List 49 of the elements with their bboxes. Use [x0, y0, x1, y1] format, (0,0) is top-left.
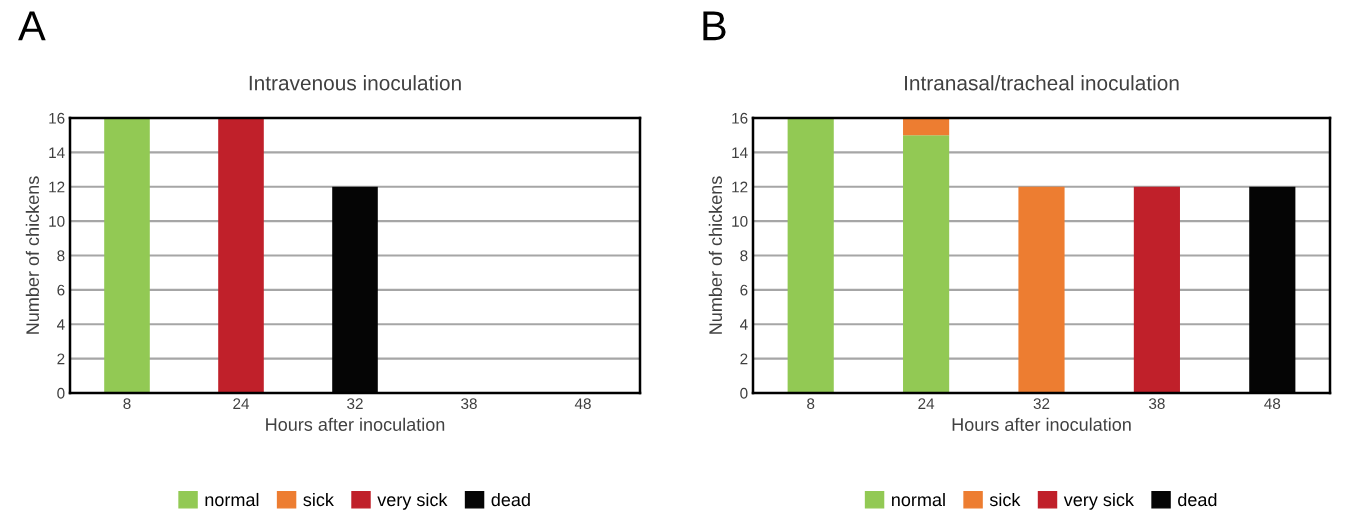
legend-label: dead [1178, 492, 1217, 507]
x-tick-label: 24 [233, 398, 250, 409]
x-tick-label: 8 [807, 398, 815, 410]
legend-label: sick [989, 492, 1021, 507]
x-axis-title: Hours after inoculation [266, 417, 445, 431]
x-tick-label: 48 [574, 398, 591, 410]
y-tick-label: 0 [57, 387, 65, 399]
y-tick-label: 2 [740, 353, 748, 365]
y-tick-label: 14 [732, 147, 748, 158]
y-tick-label: 6 [57, 284, 65, 296]
x-tick-label: 48 [1264, 398, 1281, 410]
bar [903, 118, 950, 136]
x-tick-label: 32 [1033, 398, 1050, 410]
y-tick-label: 12 [732, 181, 748, 193]
x-tick-label: 38 [461, 398, 477, 410]
y-tick-label: 12 [49, 181, 65, 193]
y-tick-label: 6 [740, 284, 748, 296]
x-tick-label: 38 [1148, 398, 1165, 410]
y-tick-label: 8 [57, 250, 65, 262]
y-tick-label: 8 [740, 250, 748, 262]
y-tick-label: 10 [49, 215, 65, 227]
legend-label: very sick [377, 492, 448, 510]
bar [787, 118, 834, 393]
y-tick-label: 0 [740, 387, 748, 399]
y-tick-label: 16 [732, 112, 748, 124]
y-tick-label: 10 [732, 215, 748, 227]
text: B [703, 11, 726, 41]
legend-label: very sick [1063, 492, 1134, 510]
x-tick-label: 8 [123, 398, 131, 410]
bar [903, 135, 950, 393]
chart-title: Intranasal/tracheal inoculation [905, 75, 1179, 91]
y-axis-title: Number of chickens [708, 176, 723, 334]
y-tick-label: 2 [57, 353, 65, 365]
x-tick-label: 32 [347, 398, 363, 410]
y-tick-label: 16 [49, 112, 65, 124]
x-tick-label: 24 [918, 398, 935, 409]
y-tick-label: 14 [49, 147, 65, 158]
y-tick-label: 4 [739, 319, 748, 330]
chart-title: Intravenous inoculation [249, 75, 461, 91]
legend-label: dead [491, 492, 530, 507]
bar [1018, 186, 1065, 393]
y-axis-title: Number of chickens [25, 176, 40, 334]
x-axis-title: Hours after inoculation [952, 417, 1131, 431]
text: A [18, 11, 46, 41]
legend-label: normal [892, 492, 945, 507]
bar [1133, 186, 1180, 393]
legend-label: sick [303, 492, 334, 507]
y-tick-label: 4 [56, 319, 65, 330]
legend-label: normal [205, 492, 259, 507]
